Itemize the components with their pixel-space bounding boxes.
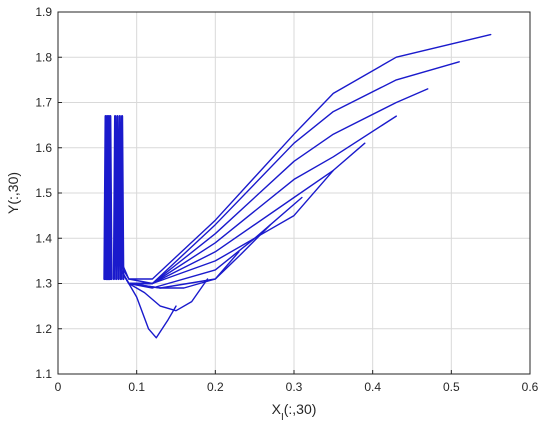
series-line <box>120 61 460 285</box>
x-axis-label-base: X <box>272 401 282 417</box>
y-axis-label: Y(:,30) <box>5 172 21 214</box>
x-tick-label: 0.5 <box>443 380 460 394</box>
series-line <box>120 269 177 339</box>
y-tick-label: 1.4 <box>35 231 52 245</box>
x-axis-label: XI(:,30) <box>272 401 317 423</box>
x-tick-label: 0.3 <box>286 380 303 394</box>
x-tick-label: 0.6 <box>522 380 539 394</box>
y-tick-label: 1.9 <box>35 5 52 19</box>
y-tick-label: 1.6 <box>35 141 52 155</box>
oscillation-band <box>103 115 113 281</box>
y-tick-label: 1.1 <box>35 367 52 381</box>
tick-labels: 0 0.1 0.2 0.3 0.4 0.5 0.6 1.1 1.2 1.3 1.4 1.5 1.6 1.7… <box>35 5 538 394</box>
x-axis-label-subscript: I <box>281 412 284 423</box>
x-tick-label: 0.4 <box>364 380 381 394</box>
x-tick-label: 0.1 <box>128 380 145 394</box>
y-tick-label: 1.8 <box>35 50 52 64</box>
y-tick-label: 1.7 <box>35 96 52 110</box>
x-tick-label: 0 <box>55 380 62 394</box>
y-tick-label: 1.3 <box>35 277 52 291</box>
x-axis-label-suffix: (:,30) <box>284 401 317 417</box>
grid-lines <box>58 12 530 374</box>
x-tick-label: 0.2 <box>207 380 224 394</box>
y-tick-label: 1.5 <box>35 186 52 200</box>
y-tick-label: 1.2 <box>35 322 52 336</box>
oscillation-band <box>112 115 125 281</box>
series-lines <box>103 33 492 339</box>
series-line <box>120 33 492 280</box>
